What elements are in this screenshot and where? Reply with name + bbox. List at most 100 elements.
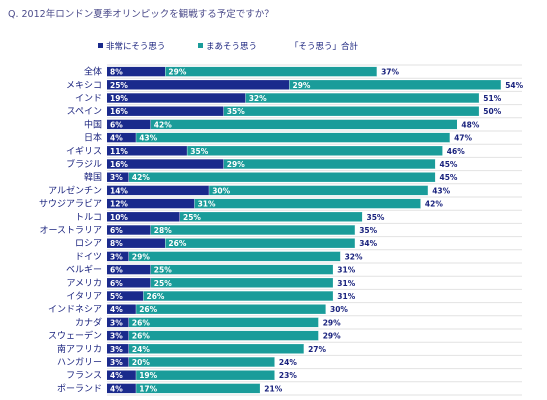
category-label: インド [75,94,102,104]
bar-somewhat [143,291,334,301]
data-label-total: 29% [323,318,341,327]
data-label-very: 3% [110,318,123,327]
bar-very [107,146,188,156]
data-label-very: 14% [110,186,128,195]
bar-very [107,383,137,394]
category-label: サウジアラビア [39,199,102,210]
bar-somewhat [136,132,451,143]
bar-somewhat [150,264,334,275]
bar-somewhat [128,330,319,341]
data-label-somewhat: 25% [154,279,172,288]
data-label-total: 54% [505,81,523,90]
legend-label-very: 非常にそう思う [106,42,166,52]
category-label: ベルギー [66,265,102,276]
data-label-total: 35% [367,213,385,222]
bar-very [107,119,151,130]
data-label-total: 47% [454,134,472,143]
data-label-very: 5% [110,292,123,301]
data-label-somewhat: 20% [132,358,150,367]
data-label-total: 31% [337,279,355,288]
category-label: アメリカ [66,278,102,289]
bar-very [107,238,166,248]
data-label-very: 12% [110,200,128,209]
bar-very [107,330,129,341]
data-label-somewhat: 28% [154,226,172,235]
data-label-total: 48% [461,120,479,129]
bar-very [107,172,129,182]
data-label-very: 6% [110,266,123,275]
bar-very [107,198,195,209]
data-label-somewhat: 35% [227,107,245,116]
legend-swatch-somewhat [198,43,203,48]
bar-somewhat [136,304,326,314]
data-label-somewhat: 29% [132,252,150,261]
data-label-somewhat: 26% [147,292,165,301]
legend-item-somewhat: まあそう思う [198,40,257,52]
bar-very [107,264,151,275]
bar-somewhat [150,119,458,130]
bar-somewhat [223,106,480,116]
bar-somewhat [128,172,436,182]
data-label-somewhat: 26% [132,332,150,341]
bar-very [107,317,129,328]
legend-item-very: 非常にそう思う [98,40,165,52]
data-label-total: 24% [279,358,297,367]
bar-somewhat [194,198,421,209]
data-label-very: 11% [110,147,128,156]
bar-somewhat [180,212,363,222]
data-label-somewhat: 26% [168,239,186,248]
category-label: イタリア [66,291,102,302]
bar-somewhat [209,185,429,196]
bar-somewhat [165,66,378,77]
data-label-very: 3% [110,173,123,182]
data-label-very: 16% [110,107,128,116]
bar-very [107,304,137,314]
category-label: トルコ [75,213,102,223]
data-label-very: 6% [110,120,123,129]
data-label-total: 31% [337,292,355,301]
bar-very [107,185,210,196]
data-label-total: 23% [279,371,297,380]
category-label: ドイツ [75,252,102,262]
category-label: ハンガリー [57,357,102,368]
bar-very [107,357,129,367]
data-label-total: 34% [359,239,377,248]
data-label-total: 30% [330,305,348,314]
legend-item-total: 「そう思う」合計 [290,40,358,52]
category-label: カナダ [75,316,102,328]
category-label: 日本 [84,132,102,144]
category-label: オーストラリア [39,225,102,236]
category-label: 南アフリカ [57,343,102,355]
data-label-total: 37% [381,68,399,77]
bar-somewhat [136,370,275,380]
category-label: メキシコ [66,81,102,91]
data-label-total: 27% [308,345,326,354]
category-label: ブラジル [66,158,102,170]
data-label-total: 42% [425,200,443,209]
bar-somewhat [245,93,480,103]
bar-somewhat [128,251,341,262]
data-label-very: 19% [110,94,128,103]
data-label-total: 31% [337,266,355,275]
data-label-total: 45% [440,173,458,182]
data-label-somewhat: 25% [154,266,172,275]
bar-very [107,212,180,222]
bar-very [107,251,129,262]
bar-somewhat [128,344,305,354]
data-label-total: 32% [345,252,363,261]
legend-label-total: 「そう思う」合計 [290,42,359,52]
data-label-somewhat: 29% [293,81,311,90]
bar-somewhat [165,238,356,248]
data-label-total: 35% [359,226,377,235]
data-label-total: 45% [440,160,458,169]
data-label-very: 16% [110,160,128,169]
data-label-very: 3% [110,332,123,341]
data-label-somewhat: 19% [139,371,157,380]
bar-somewhat [128,357,275,367]
bar-very [107,66,166,77]
bar-very [107,106,224,116]
data-label-somewhat: 42% [154,120,172,129]
legend-label-somewhat: まあそう思う [206,42,258,52]
data-label-somewhat: 26% [139,305,157,314]
